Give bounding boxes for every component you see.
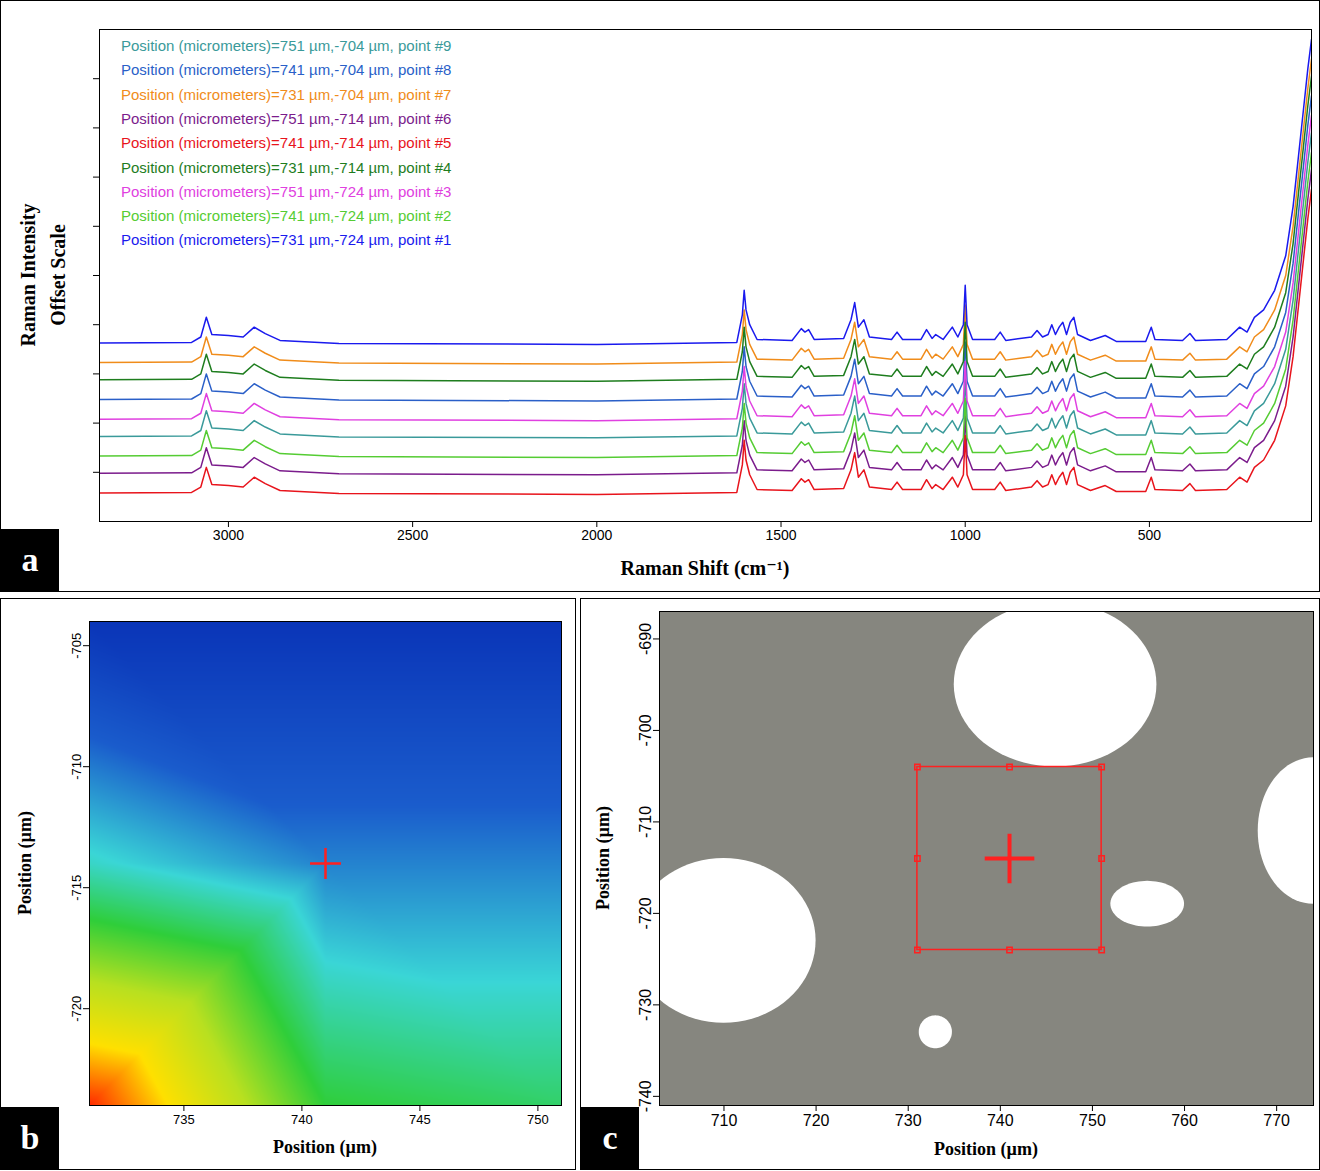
- svg-text:-715: -715: [69, 875, 84, 901]
- svg-text:-700: -700: [637, 714, 654, 746]
- svg-text:Position (µm): Position (µm): [934, 1139, 1038, 1160]
- svg-text:Raman Shift (cm⁻¹): Raman Shift (cm⁻¹): [621, 557, 790, 580]
- html-text:b: b: [20, 1119, 40, 1156]
- svg-text:Position (µm): Position (µm): [593, 806, 614, 910]
- svg-text:3000: 3000: [213, 527, 244, 543]
- html-text:c: c: [602, 1119, 618, 1156]
- svg-text:-730: -730: [637, 989, 654, 1021]
- svg-text:745: 745: [409, 1112, 431, 1127]
- svg-text:Position (micrometers)=751 µm,: Position (micrometers)=751 µm,-724 µm, p…: [121, 183, 451, 200]
- svg-text:730: 730: [895, 1112, 922, 1129]
- svg-text:Raman Intensity: Raman Intensity: [17, 204, 40, 347]
- svg-text:Offset Scale: Offset Scale: [47, 224, 69, 326]
- svg-text:-740: -740: [637, 1080, 654, 1112]
- svg-text:-710: -710: [69, 754, 84, 780]
- svg-text:Position (micrometers)=731 µm,: Position (micrometers)=731 µm,-714 µm, p…: [121, 159, 451, 176]
- svg-text:-710: -710: [637, 806, 654, 838]
- html-text:a: a: [21, 541, 39, 578]
- svg-text:735: 735: [173, 1112, 195, 1127]
- svg-text:720: 720: [803, 1112, 830, 1129]
- svg-text:-705: -705: [69, 633, 84, 659]
- svg-text:1500: 1500: [765, 527, 796, 543]
- svg-text:750: 750: [527, 1112, 549, 1127]
- svg-text:2500: 2500: [397, 527, 428, 543]
- svg-text:740: 740: [291, 1112, 313, 1127]
- svg-text:Position (micrometers)=731 µm,: Position (micrometers)=731 µm,-724 µm, p…: [121, 231, 451, 248]
- svg-text:Position (micrometers)=741 µm,: Position (micrometers)=741 µm,-714 µm, p…: [121, 134, 451, 151]
- svg-text:710: 710: [711, 1112, 738, 1129]
- svg-text:-720: -720: [637, 897, 654, 929]
- svg-text:Position (micrometers)=741 µm,: Position (micrometers)=741 µm,-724 µm, p…: [121, 207, 451, 224]
- svg-text:Position (micrometers)=751 µm,: Position (micrometers)=751 µm,-704 µm, p…: [121, 37, 451, 54]
- svg-text:2000: 2000: [581, 527, 612, 543]
- svg-text:Position (micrometers)=731 µm,: Position (micrometers)=731 µm,-704 µm, p…: [121, 86, 451, 103]
- svg-text:1000: 1000: [950, 527, 981, 543]
- svg-text:770: 770: [1263, 1112, 1290, 1129]
- svg-text:-690: -690: [637, 623, 654, 655]
- svg-text:-720: -720: [69, 996, 84, 1022]
- svg-text:Position (micrometers)=741 µm,: Position (micrometers)=741 µm,-704 µm, p…: [121, 61, 451, 78]
- svg-text:Position (micrometers)=751 µm,: Position (micrometers)=751 µm,-714 µm, p…: [121, 110, 451, 127]
- svg-text:500: 500: [1138, 527, 1162, 543]
- svg-text:750: 750: [1079, 1112, 1106, 1129]
- svg-text:760: 760: [1171, 1112, 1198, 1129]
- svg-text:740: 740: [987, 1112, 1014, 1129]
- svg-text:Position (µm): Position (µm): [273, 1137, 377, 1158]
- svg-text:Position (µm): Position (µm): [15, 811, 36, 915]
